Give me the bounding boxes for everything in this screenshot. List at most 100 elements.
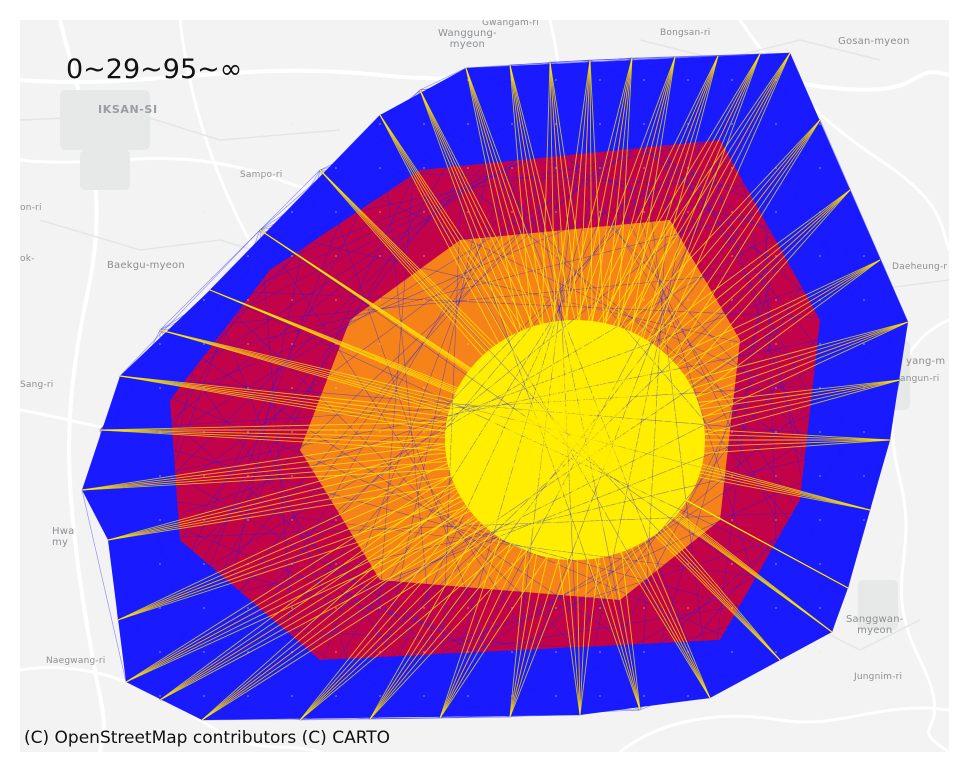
grid-node (291, 695, 293, 697)
grid-node (819, 299, 821, 301)
flow-line (299, 449, 594, 721)
map-frame[interactable]: Wanggung- myeon Gwangam-ri Bongsan-ri Go… (20, 20, 949, 752)
map-attribution: (C) OpenStreetMap contributors (C) CARTO (24, 728, 391, 748)
flow-line (592, 449, 871, 511)
flow-line (579, 449, 594, 716)
flow-line (99, 119, 821, 431)
grid-node (159, 651, 161, 653)
flow-line (99, 289, 211, 431)
grid-node (775, 79, 777, 81)
flow-line (709, 52, 791, 699)
flow-line (107, 419, 540, 541)
flow-line (574, 439, 711, 699)
flow-line (159, 699, 371, 720)
grid-node (599, 519, 601, 521)
flow-line (81, 439, 576, 491)
flow-line (81, 329, 161, 491)
flow-line (819, 119, 849, 589)
flow-line (159, 699, 641, 711)
flow-line (509, 259, 881, 718)
grid-node (687, 431, 689, 433)
label-sampo: Sampo-ri (240, 170, 283, 180)
grid-node (775, 211, 777, 213)
grid-node (291, 607, 293, 609)
flow-line (509, 64, 540, 421)
flow-line (299, 61, 551, 721)
flow-line (319, 55, 719, 171)
grid-node (335, 343, 337, 345)
flow-line (538, 379, 901, 421)
grid-node (335, 167, 337, 169)
flow-line (419, 52, 791, 91)
flow-line (879, 259, 891, 441)
flow-line (592, 189, 851, 451)
grid-node (291, 475, 293, 477)
grid-node (159, 695, 161, 697)
grid-node (511, 123, 513, 125)
grid-node (511, 695, 513, 697)
grid-node (511, 387, 513, 389)
grid-node (643, 387, 645, 389)
flow-line (592, 321, 909, 451)
grid-node (731, 475, 733, 477)
grid-node (775, 651, 777, 653)
flow-line (159, 321, 909, 701)
flow-line (509, 439, 576, 718)
grid-node (203, 167, 205, 169)
flow-line (419, 57, 633, 91)
flow-line (319, 169, 511, 718)
flow-line (379, 114, 558, 431)
grid-node (555, 343, 557, 345)
flow-line (99, 429, 833, 633)
flow-line (465, 67, 576, 441)
grid-node (819, 563, 821, 565)
grid-node (643, 607, 645, 609)
flow-line (299, 55, 719, 721)
grid-node (335, 387, 337, 389)
flow-line (610, 379, 901, 461)
flow-line (579, 439, 891, 716)
grid-node (731, 211, 733, 213)
grid-node (599, 299, 601, 301)
flow-line (125, 459, 612, 683)
grid-node (599, 79, 601, 81)
flow-line (379, 114, 871, 511)
flow-line (465, 67, 871, 511)
grid-node (555, 519, 557, 521)
grid-node (775, 299, 777, 301)
flow-line (592, 52, 791, 451)
flow-line (592, 53, 761, 451)
grid-node (863, 607, 865, 609)
grid-node (467, 167, 469, 169)
grid-node (511, 431, 513, 433)
flow-line (556, 429, 581, 716)
grid-node (599, 123, 601, 125)
flow-line (674, 56, 909, 323)
flow-line (556, 429, 891, 441)
grid-node (555, 563, 557, 565)
flow-line (81, 489, 127, 683)
grid-node (467, 299, 469, 301)
grid-node (863, 343, 865, 345)
grid-node (467, 431, 469, 433)
flow-line (509, 419, 540, 718)
flow-line (639, 631, 833, 711)
grid-node (687, 255, 689, 257)
grid-node (819, 79, 821, 81)
flow-line (99, 89, 421, 431)
flow-line (259, 89, 421, 231)
grid-node (863, 167, 865, 169)
grid-node (687, 123, 689, 125)
grid-node (555, 607, 557, 609)
grid-node (731, 651, 733, 653)
grid-node (291, 79, 293, 81)
flow-line (159, 114, 381, 701)
flow-line (201, 717, 441, 721)
grid-node (159, 167, 161, 169)
label-wanggung: Wanggung- myeon (438, 28, 497, 50)
flow-line (849, 189, 901, 381)
grid-node (863, 387, 865, 389)
grid-node (335, 123, 337, 125)
grid-node (159, 79, 161, 81)
grid-node (643, 299, 645, 301)
